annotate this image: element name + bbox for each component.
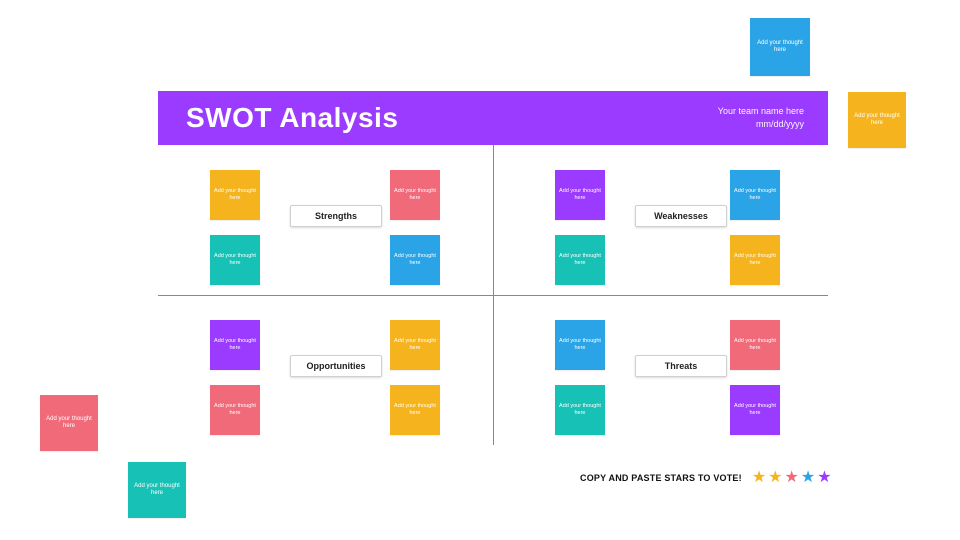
sticky-floater-left-pink[interactable]: Add your thought here <box>40 395 98 451</box>
sticky-threats-2[interactable]: Add your thought here <box>555 385 605 435</box>
star-icon[interactable]: ★ <box>817 470 831 486</box>
sticky-strengths-2[interactable]: Add your thought here <box>210 235 260 285</box>
sticky-floater-top-orange[interactable]: Add your thought here <box>848 92 906 148</box>
label-strengths: Strengths <box>290 205 382 227</box>
vote-row: COPY AND PASTE STARS TO VOTE! ★ ★ ★ ★ ★ <box>580 470 832 486</box>
swot-canvas: SWOT Analysis Your team name here mm/dd/… <box>0 0 960 540</box>
sticky-threats-1[interactable]: Add your thought here <box>730 320 780 370</box>
date-field[interactable]: mm/dd/yyyy <box>718 118 804 131</box>
label-threats: Threats <box>635 355 727 377</box>
sticky-opportunities-0[interactable]: Add your thought here <box>210 320 260 370</box>
sticky-weaknesses-2[interactable]: Add your thought here <box>555 235 605 285</box>
star-icon[interactable]: ★ <box>752 470 766 486</box>
sticky-strengths-1[interactable]: Add your thought here <box>390 170 440 220</box>
sticky-floater-left-teal[interactable]: Add your thought here <box>128 462 186 518</box>
grid-horizontal-divider <box>158 295 828 296</box>
star-icon[interactable]: ★ <box>785 470 799 486</box>
label-weaknesses: Weaknesses <box>635 205 727 227</box>
sticky-strengths-0[interactable]: Add your thought here <box>210 170 260 220</box>
sticky-opportunities-1[interactable]: Add your thought here <box>390 320 440 370</box>
sticky-weaknesses-3[interactable]: Add your thought here <box>730 235 780 285</box>
sticky-weaknesses-0[interactable]: Add your thought here <box>555 170 605 220</box>
sticky-threats-0[interactable]: Add your thought here <box>555 320 605 370</box>
sticky-opportunities-3[interactable]: Add your thought here <box>390 385 440 435</box>
team-name[interactable]: Your team name here <box>718 105 804 118</box>
page-title: SWOT Analysis <box>186 102 398 134</box>
vote-instruction: COPY AND PASTE STARS TO VOTE! <box>580 473 742 483</box>
header-bar: SWOT Analysis Your team name here mm/dd/… <box>158 91 828 145</box>
sticky-threats-3[interactable]: Add your thought here <box>730 385 780 435</box>
vote-stars: ★ ★ ★ ★ ★ <box>752 470 832 486</box>
sticky-opportunities-2[interactable]: Add your thought here <box>210 385 260 435</box>
label-opportunities: Opportunities <box>290 355 382 377</box>
header-meta: Your team name here mm/dd/yyyy <box>718 105 804 130</box>
sticky-strengths-3[interactable]: Add your thought here <box>390 235 440 285</box>
star-icon[interactable]: ★ <box>768 470 782 486</box>
star-icon[interactable]: ★ <box>801 470 815 486</box>
sticky-weaknesses-1[interactable]: Add your thought here <box>730 170 780 220</box>
sticky-floater-top-blue[interactable]: Add your thought here <box>750 18 810 76</box>
